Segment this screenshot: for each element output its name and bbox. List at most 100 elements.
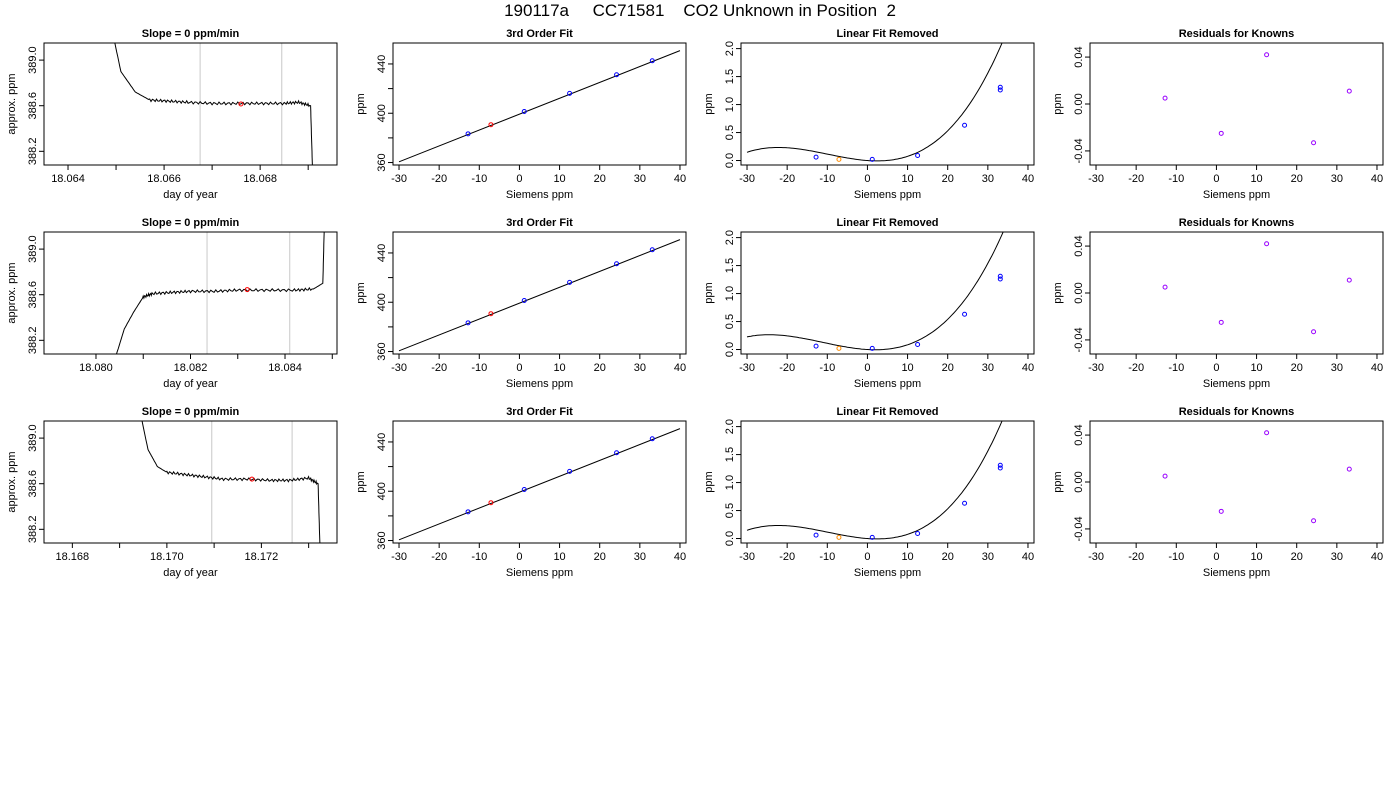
x-tick-label: 10	[901, 173, 913, 185]
data-point-known	[567, 468, 573, 474]
y-tick-label: 1.0	[724, 286, 736, 301]
y-tick-label: 388.6	[27, 92, 39, 120]
y-tick-label: 0.5	[724, 503, 736, 518]
x-tick-label: -10	[471, 173, 487, 185]
x-tick-label: -10	[819, 173, 835, 185]
data-point-residual	[1162, 95, 1168, 101]
x-tick-label: 18.172	[245, 551, 279, 563]
y-tick-label: 360	[376, 153, 388, 171]
data-point-known	[997, 276, 1003, 282]
plot-area	[114, 43, 313, 165]
data-trace	[114, 43, 313, 165]
x-tick-label: -20	[431, 173, 447, 185]
data-point-known	[521, 109, 527, 115]
data-point-residual	[1218, 508, 1224, 514]
x-tick-label: 20	[942, 551, 954, 563]
x-axis-label: Siemens ppm	[506, 378, 573, 390]
data-point-residual	[1264, 430, 1270, 436]
x-tick-label: 20	[594, 551, 606, 563]
plot-frame	[1089, 231, 1384, 355]
x-tick-label: 30	[982, 173, 994, 185]
x-tick-label: 10	[901, 551, 913, 563]
y-tick-label: 389.0	[27, 235, 39, 263]
x-tick-label: 0	[516, 551, 522, 563]
x-tick-label: 40	[1371, 173, 1383, 185]
x-tick-label: 30	[982, 551, 994, 563]
x-tick-label: 30	[634, 362, 646, 374]
chart-panel-1-4: Residuals for Knowns Siemens ppm ppm -30 -20…	[1052, 28, 1384, 201]
data-point-known	[997, 465, 1003, 471]
data-point-known	[915, 530, 921, 536]
x-tick-label: -20	[431, 362, 447, 374]
x-tick-label: 18.068	[243, 173, 277, 185]
plot-frame	[1089, 42, 1384, 166]
chart-title: 3rd Order Fit	[506, 28, 573, 40]
data-point-known	[614, 261, 620, 267]
x-tick-label: -10	[1168, 362, 1184, 374]
plot-frame	[1089, 420, 1384, 544]
y-tick-label: 400	[376, 293, 388, 311]
y-tick-label: 440	[376, 244, 388, 262]
x-tick-label: 30	[634, 173, 646, 185]
chart-panel-3-3: Linear Fit Removed Siemens ppm ppm -30 -20 -1…	[703, 406, 1035, 579]
y-tick-label: 400	[376, 482, 388, 500]
plot-frame	[392, 42, 687, 166]
chart-title: 3rd Order Fit	[506, 217, 573, 229]
x-tick-label: 30	[1331, 551, 1343, 563]
data-point-known	[649, 58, 655, 64]
data-point-unknown	[488, 500, 494, 506]
y-tick-label: 0.04	[1073, 46, 1085, 67]
y-axis-label: ppm	[703, 93, 715, 114]
x-axis-label: Siemens ppm	[506, 189, 573, 201]
x-tick-label: 30	[982, 362, 994, 374]
plot-area	[398, 428, 681, 541]
chart-panel-3-1: Slope = 0 ppm/min day of year approx. ppm 1…	[6, 406, 338, 579]
data-point-unknown	[244, 287, 250, 293]
x-axis-label: Siemens ppm	[1203, 378, 1270, 390]
x-tick-label: 10	[553, 173, 565, 185]
x-tick-label: -20	[1128, 551, 1144, 563]
y-tick-label: 400	[376, 104, 388, 122]
x-tick-label: 10	[553, 551, 565, 563]
x-tick-label: 30	[1331, 362, 1343, 374]
data-point-residual	[1346, 277, 1352, 283]
x-tick-label: 20	[594, 362, 606, 374]
x-tick-label: 18.064	[51, 173, 85, 185]
y-tick-label: 1.5	[724, 258, 736, 273]
x-tick-label: 18.080	[79, 362, 113, 374]
plot-frame	[392, 231, 687, 355]
data-point-known	[997, 462, 1003, 468]
x-tick-label: 40	[1371, 551, 1383, 563]
y-tick-label: -0.04	[1073, 138, 1085, 163]
plot-frame	[43, 42, 338, 166]
plot-area	[746, 43, 1003, 162]
y-tick-label: 440	[376, 433, 388, 451]
chart-title: Slope = 0 ppm/min	[142, 217, 240, 229]
data-point-unknown	[836, 534, 842, 540]
chart-title: Residuals for Knowns	[1179, 28, 1295, 40]
x-axis-label: day of year	[163, 378, 218, 390]
y-tick-label: 389.0	[27, 46, 39, 74]
x-axis-label: Siemens ppm	[1203, 567, 1270, 579]
plot-frame	[740, 420, 1035, 544]
data-point-residual	[1218, 319, 1224, 325]
data-point-known	[997, 87, 1003, 93]
x-tick-label: 18.170	[150, 551, 184, 563]
data-point-unknown	[488, 122, 494, 128]
chart-panel-2-3: Linear Fit Removed Siemens ppm ppm -30 -20 -1…	[703, 217, 1035, 390]
data-point-residual	[1162, 473, 1168, 479]
chart-panel-2-4: Residuals for Knowns Siemens ppm ppm -30 -20…	[1052, 217, 1384, 390]
data-point-known	[465, 509, 471, 515]
data-point-residual	[1162, 284, 1168, 290]
plot-area	[1162, 52, 1352, 146]
data-point-residual	[1346, 88, 1352, 94]
x-tick-label: 0	[1213, 173, 1219, 185]
data-point-residual	[1311, 518, 1317, 524]
y-tick-label: 1.0	[724, 475, 736, 490]
x-tick-label: -20	[431, 551, 447, 563]
data-point-unknown	[836, 345, 842, 351]
y-tick-label: 388.2	[27, 327, 39, 355]
data-point-known	[962, 311, 968, 317]
chart-title: Residuals for Knowns	[1179, 406, 1295, 418]
x-axis-label: Siemens ppm	[1203, 189, 1270, 201]
